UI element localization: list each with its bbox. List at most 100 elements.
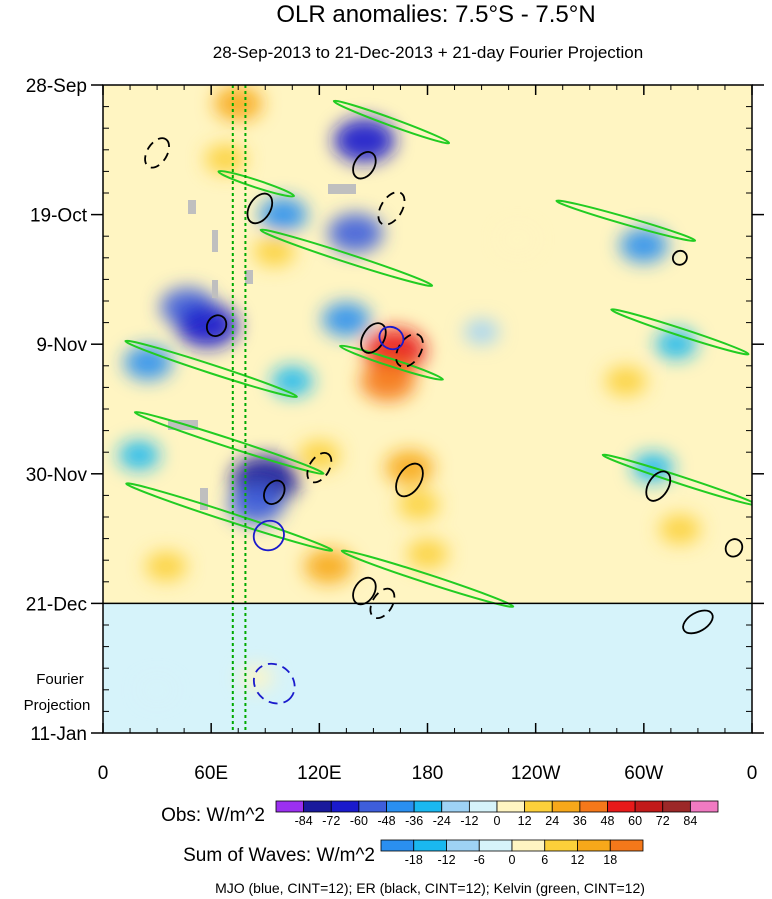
colorbar-swatch <box>478 839 513 852</box>
anomaly-blob <box>406 539 449 569</box>
colorbar-level-label: -6 <box>474 853 485 867</box>
er-contour <box>671 249 688 266</box>
colorbar-swatch <box>607 800 636 813</box>
anomaly-blob <box>360 361 416 401</box>
colorbar-level-label: -24 <box>433 814 451 828</box>
colorbar-level-label: 6 <box>541 853 548 867</box>
colorbar-swatch <box>386 800 415 813</box>
projection-background <box>103 603 752 733</box>
colorbar-level-label: -12 <box>437 853 455 867</box>
colorbar-swatch <box>634 800 664 813</box>
obs-colorbar: -84 -72 -60 -48 -36 -24 -12 0 12 24 36 48 60 72 84 <box>275 800 719 828</box>
colorbar-level-label: 18 <box>603 853 617 867</box>
er-contour <box>369 587 396 620</box>
kelvin-contour <box>259 228 434 287</box>
colorbar-level-label: 12 <box>571 853 585 867</box>
mjo-contours <box>252 325 405 705</box>
anomaly-blob <box>397 489 440 520</box>
anomaly-blob <box>385 450 434 485</box>
anomaly-blob <box>145 551 187 582</box>
colorbar-swatch <box>579 800 608 813</box>
chart-subtitle: 28-Sep-2013 to 21-Dec-2013 + 21-day Four… <box>213 43 643 62</box>
colorbar-swatch <box>380 839 415 852</box>
er-contours <box>144 137 744 635</box>
colorbar-swatch <box>468 800 498 813</box>
x-tick-label: 120W <box>511 763 561 784</box>
plot-area <box>103 85 752 733</box>
er-contour <box>263 479 286 505</box>
anomaly-blob <box>619 228 668 263</box>
anomaly-blob <box>322 302 371 337</box>
wave-colorbar: -18 -12 -6 0 6 12 18 <box>380 839 644 867</box>
y-tick-label: 30-Nov <box>26 465 88 486</box>
kelvin-contour <box>217 169 295 198</box>
anomaly-blob <box>204 144 247 174</box>
anomaly-blob <box>500 226 535 252</box>
missing-data-patch <box>212 230 218 252</box>
kelvin-contour <box>133 411 325 475</box>
colorbar-swatch <box>662 800 691 813</box>
colorbar-swatch <box>358 800 387 813</box>
y-tick-label: 19-Oct <box>30 206 88 227</box>
x-tick-label: 60E <box>194 763 228 784</box>
anomaly-blob <box>228 485 284 525</box>
er-contour <box>306 452 333 484</box>
er-contour <box>682 609 714 635</box>
er-contour <box>352 151 377 180</box>
anomaly-blob <box>238 665 274 690</box>
colorbar-level-label: -36 <box>405 814 423 828</box>
colorbar-swatch <box>330 800 360 813</box>
kelvin-contour <box>338 344 444 381</box>
anomaly-blob <box>118 440 160 471</box>
projection-longitude-markers <box>231 85 247 733</box>
colorbar-swatch <box>496 800 526 813</box>
x-tick-label: 0 <box>98 763 109 784</box>
projection-label-line2: Projection <box>24 697 91 714</box>
kelvin-contour <box>610 308 750 356</box>
er-contour <box>724 538 744 558</box>
er-contour <box>645 470 672 502</box>
colorbar-level-label: 0 <box>509 853 516 867</box>
anomaly-blob <box>141 678 173 701</box>
chart-title: OLR anomalies: 7.5°S - 7.5°N <box>276 1 595 28</box>
er-contour <box>395 333 424 368</box>
kelvin-contour <box>601 453 752 507</box>
colorbar-swatch <box>511 839 546 852</box>
colorbar-level-label: -72 <box>322 814 340 828</box>
colorbar-swatch <box>446 839 480 852</box>
colorbar-level-label: 24 <box>545 814 559 828</box>
colorbar-swatch <box>413 800 443 813</box>
er-contour <box>377 191 406 226</box>
x-tick-label: 60W <box>624 763 663 784</box>
wave-colorbar-label: Sum of Waves: W/m^2 <box>183 845 375 866</box>
colorbar-level-label: -18 <box>405 853 423 867</box>
kelvin-contours <box>124 99 752 608</box>
kelvin-contour <box>125 482 334 552</box>
anomaly-blob <box>259 197 308 232</box>
missing-data-patch <box>200 488 208 510</box>
er-contour <box>205 314 228 337</box>
kelvin-contour <box>555 199 697 242</box>
er-contour <box>246 192 274 225</box>
anomaly-blob <box>464 319 499 345</box>
anomaly-blob <box>327 213 383 253</box>
anomaly-blob <box>271 366 314 397</box>
mjo-contour <box>378 325 405 351</box>
colorbar-swatch <box>609 839 644 852</box>
x-tick-label: 0 <box>747 763 758 784</box>
colorbar-swatch <box>544 839 578 852</box>
kelvin-contour <box>332 99 451 145</box>
obs-colorbar-label: Obs: W/m^2 <box>161 805 265 826</box>
colorbar-level-label: 0 <box>494 814 501 828</box>
missing-data-patch <box>212 280 218 298</box>
y-axis: 28-Sep 19-Oct 9-Nov 30-Nov 21-Dec 11-Jan <box>26 76 764 745</box>
anomaly-blob <box>333 118 396 163</box>
colorbar-level-label: 84 <box>683 814 697 828</box>
anomaly-blob <box>304 549 353 584</box>
footer-caption: MJO (blue, CINT=12); ER (black, CINT=12)… <box>215 880 645 896</box>
y-tick-label: 28-Sep <box>26 76 87 97</box>
colorbar-level-label: 72 <box>656 814 670 828</box>
colorbar-swatch <box>441 800 470 813</box>
colorbar-level-label: -84 <box>295 814 313 828</box>
